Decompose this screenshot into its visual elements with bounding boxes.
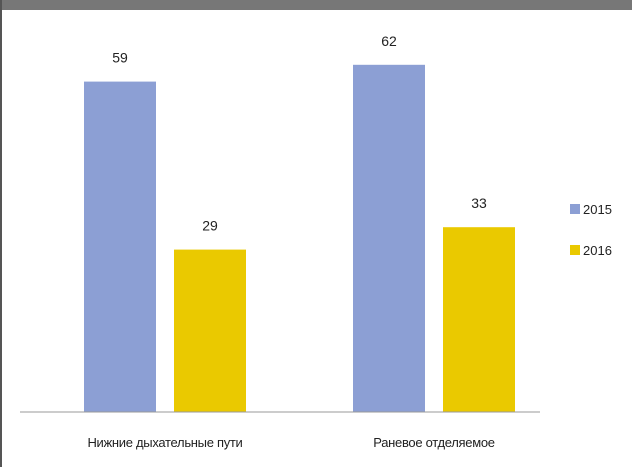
category-label-1: Нижние дыхательные пути: [87, 435, 242, 450]
legend: 2015 2016: [570, 202, 612, 258]
legend-swatch-2015: [570, 204, 580, 214]
legend-label-2016: 2016: [583, 243, 612, 258]
frame-top-border: [0, 0, 632, 10]
bars-group: [84, 64, 515, 413]
frame-left-border: [0, 0, 2, 467]
category-label-2: Раневое отделяемое: [373, 435, 494, 450]
data-label-2015-1: 59: [112, 50, 128, 66]
legend-swatch-2016: [570, 245, 580, 255]
data-label-2016-2: 33: [471, 195, 487, 211]
bar-2015-2: [353, 64, 425, 413]
bar-2016-2: [443, 227, 515, 412]
legend-label-2015: 2015: [583, 202, 612, 217]
data-label-2015-2: 62: [381, 33, 397, 49]
bar-2016-1: [174, 249, 246, 412]
data-label-2016-1: 29: [202, 218, 218, 234]
data-labels-group: 59 29 62 33: [112, 33, 487, 234]
bar-2015-1: [84, 81, 156, 412]
category-labels-group: Нижние дыхательные пути Раневое отделяемо…: [87, 435, 495, 450]
